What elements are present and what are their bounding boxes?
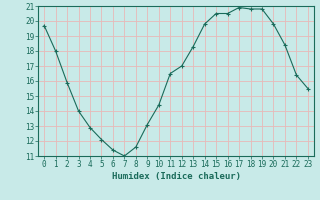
X-axis label: Humidex (Indice chaleur): Humidex (Indice chaleur) bbox=[111, 172, 241, 181]
